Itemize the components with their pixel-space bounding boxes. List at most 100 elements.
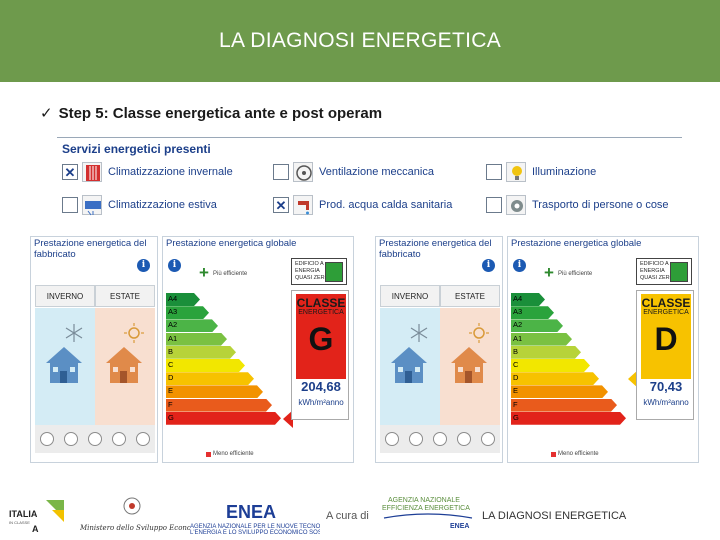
class-bar-b: B	[166, 346, 236, 359]
house-summer-icon	[451, 347, 487, 383]
nzeb-checkbox	[670, 262, 688, 282]
service-label: Ventilazione meccanica	[319, 166, 434, 178]
service-checkbox[interactable]: ✕	[62, 164, 78, 180]
service-checkbox[interactable]: ✕	[273, 197, 289, 213]
fan-icon	[293, 162, 313, 182]
service-climatizzazione-invernale: ✕ Climatizzazione invernale	[62, 162, 233, 182]
class-bar-fill	[511, 333, 572, 346]
class-bar-a2: A2	[166, 319, 218, 332]
service-checkbox[interactable]	[62, 197, 78, 213]
winter-area	[35, 308, 95, 425]
winter-label: INVERNO	[35, 285, 95, 307]
class-bar-g: G	[511, 412, 626, 425]
building-performance-panel: Prestazione energetica del fabbricato i …	[375, 236, 503, 463]
service-acqua-calda: ✕ Prod. acqua calda sanitaria	[273, 195, 452, 215]
air-conditioner-icon	[82, 195, 102, 216]
service-label: Prod. acqua calda sanitaria	[319, 199, 453, 211]
logo-italia-in-classe-a: ITALIA IN CLASSE A	[9, 500, 64, 534]
gear-icon	[506, 195, 526, 215]
smiley-icon	[409, 432, 423, 446]
season-header: INVERNO ESTATE	[35, 285, 155, 307]
footer-credit: A cura di	[326, 510, 369, 522]
class-bar-label: D	[513, 373, 519, 383]
house-winter-icon	[391, 347, 427, 383]
class-badge: CLASSE ENERGETICA D	[641, 294, 691, 379]
class-bar-label: D	[168, 373, 174, 383]
service-checkbox[interactable]	[273, 164, 289, 180]
nzeb-label: EDIFICIO A ENERGIA QUASI ZERO	[295, 261, 329, 281]
service-checkbox[interactable]	[486, 164, 502, 180]
class-letter: D	[654, 321, 678, 357]
info-icon[interactable]: i	[137, 259, 150, 272]
class-bar-a1: A1	[166, 333, 227, 346]
energy-class-result: CLASSE ENERGETICA G 204,68 kWh/m²anno	[291, 290, 349, 420]
lightbulb-icon	[506, 162, 526, 182]
class-bar-fill	[511, 372, 599, 385]
service-trasporto: Trasporto di persone o cose	[486, 195, 669, 215]
service-label: Climatizzazione estiva	[108, 199, 217, 211]
class-bar-label: A1	[513, 333, 523, 343]
class-bar-d: D	[166, 372, 254, 385]
svg-text:ITALIA: ITALIA	[9, 509, 38, 519]
class-bar-fill	[166, 346, 236, 359]
class-bar-label: C	[513, 360, 519, 369]
service-ventilazione-meccanica: Ventilazione meccanica	[273, 162, 434, 182]
class-bar-g: G	[166, 412, 281, 425]
step-text: Step 5: Classe energetica ante e post op…	[58, 105, 383, 122]
class-bar-fill	[511, 346, 581, 359]
sun-icon	[124, 323, 144, 343]
class-bar-fill	[511, 385, 608, 398]
ape-card-post: Prestazione energetica del fabbricato i …	[375, 236, 699, 463]
info-icon[interactable]: i	[168, 259, 181, 272]
svg-text:ENEA: ENEA	[450, 523, 469, 530]
check-mark-icon: ✕	[275, 197, 287, 213]
smiley-icon	[88, 432, 102, 446]
class-bar-fill	[511, 319, 563, 332]
class-bar-fill	[511, 399, 617, 412]
info-icon[interactable]: i	[482, 259, 495, 272]
class-bar-e: E	[511, 385, 608, 398]
footer: ITALIA IN CLASSE A Ministero dello Svilu…	[0, 488, 720, 540]
footer-title: LA DIAGNOSI ENERGETICA	[482, 510, 627, 522]
winter-area	[380, 308, 440, 425]
class-bar-fill	[166, 319, 218, 332]
summer-area	[440, 308, 500, 425]
service-checkbox[interactable]	[486, 197, 502, 213]
nzeb-label: EDIFICIO A ENERGIA QUASI ZERO	[640, 261, 674, 281]
nzeb-box: EDIFICIO A ENERGIA QUASI ZERO	[636, 258, 692, 285]
logo-ministero: Ministero dello Sviluppo Economico	[80, 497, 190, 532]
energy-unit: kWh/m²anno	[298, 398, 344, 407]
class-bar-label: A2	[168, 320, 178, 330]
ape-card-ante: Prestazione energetica del fabbricato i …	[30, 236, 354, 463]
class-bar-label: B	[168, 346, 174, 356]
svg-text:AGENZIA NAZIONALE PER LE NUOVE: AGENZIA NAZIONALE PER LE NUOVE TECNOLOGI…	[190, 524, 320, 530]
more-efficient-label: Più efficiente	[558, 271, 593, 277]
less-efficient-marker	[206, 452, 211, 457]
service-label: Climatizzazione invernale	[108, 166, 233, 178]
quality-smileys	[380, 425, 500, 453]
class-bar-a4: A4	[511, 293, 545, 306]
class-bar-label: A2	[513, 320, 523, 330]
class-bar-fill	[166, 372, 254, 385]
smiley-icon	[40, 432, 54, 446]
class-bar-a3: A3	[166, 306, 209, 319]
class-bar-label: A3	[513, 307, 523, 317]
class-bar-f: F	[511, 399, 617, 412]
plus-icon: +	[199, 263, 209, 282]
service-illuminazione: Illuminazione	[486, 162, 596, 182]
global-performance-title: Prestazione energetica globale	[166, 238, 297, 249]
less-efficient-marker	[551, 452, 556, 457]
snowflake-icon	[410, 324, 428, 342]
class-bar-label: E	[513, 386, 519, 396]
smiley-icon	[64, 432, 78, 446]
svg-text:A: A	[32, 524, 39, 534]
class-bar-a3: A3	[511, 306, 554, 319]
global-performance-panel: Prestazione energetica globale i + Più e…	[162, 236, 354, 463]
class-bar-fill	[166, 306, 209, 319]
info-icon[interactable]: i	[513, 259, 526, 272]
svg-text:Ministero dello Sviluppo Econo: Ministero dello Sviluppo Economico	[80, 524, 190, 532]
class-bar-label: A4	[168, 294, 178, 303]
check-icon: ✓	[40, 105, 53, 122]
class-bar-label: A1	[168, 333, 178, 343]
class-bar-d: D	[511, 372, 599, 385]
